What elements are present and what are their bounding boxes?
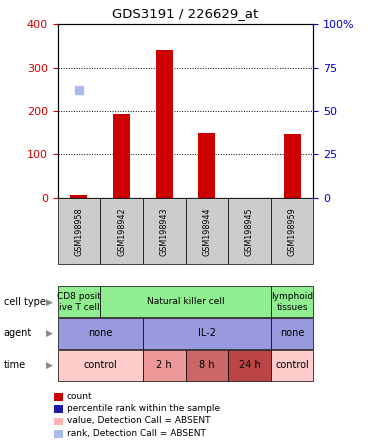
Text: Natural killer cell: Natural killer cell: [147, 297, 224, 306]
Text: GSM198942: GSM198942: [117, 207, 126, 256]
Text: value, Detection Call = ABSENT: value, Detection Call = ABSENT: [67, 416, 210, 425]
Text: ▶: ▶: [46, 361, 53, 370]
Text: control: control: [83, 361, 117, 370]
Text: IL-2: IL-2: [198, 329, 216, 338]
Text: ▶: ▶: [46, 297, 53, 306]
Text: count: count: [67, 392, 92, 400]
Text: time: time: [4, 361, 26, 370]
Text: rank, Detection Call = ABSENT: rank, Detection Call = ABSENT: [67, 429, 206, 438]
Bar: [198, 133, 215, 198]
Text: CD8 posit
ive T cell: CD8 posit ive T cell: [57, 292, 101, 312]
Text: ▶: ▶: [46, 329, 53, 338]
Text: control: control: [275, 361, 309, 370]
Text: percentile rank within the sample: percentile rank within the sample: [67, 404, 220, 413]
Text: agent: agent: [4, 329, 32, 338]
Text: 8 h: 8 h: [199, 361, 214, 370]
Text: GSM198945: GSM198945: [245, 207, 254, 256]
Bar: [70, 195, 88, 198]
Text: GSM198958: GSM198958: [74, 207, 83, 256]
Text: lymphoid
tissues: lymphoid tissues: [271, 292, 313, 312]
Text: 2 h: 2 h: [156, 361, 172, 370]
Bar: [284, 134, 301, 198]
Text: GSM198959: GSM198959: [288, 207, 297, 256]
Text: 24 h: 24 h: [239, 361, 260, 370]
Bar: [113, 114, 130, 198]
Text: GSM198944: GSM198944: [202, 207, 211, 256]
Text: none: none: [88, 329, 112, 338]
Text: none: none: [280, 329, 304, 338]
Text: GSM198943: GSM198943: [160, 207, 169, 256]
Bar: [156, 50, 173, 198]
Text: GDS3191 / 226629_at: GDS3191 / 226629_at: [112, 7, 259, 20]
Text: cell type: cell type: [4, 297, 46, 307]
